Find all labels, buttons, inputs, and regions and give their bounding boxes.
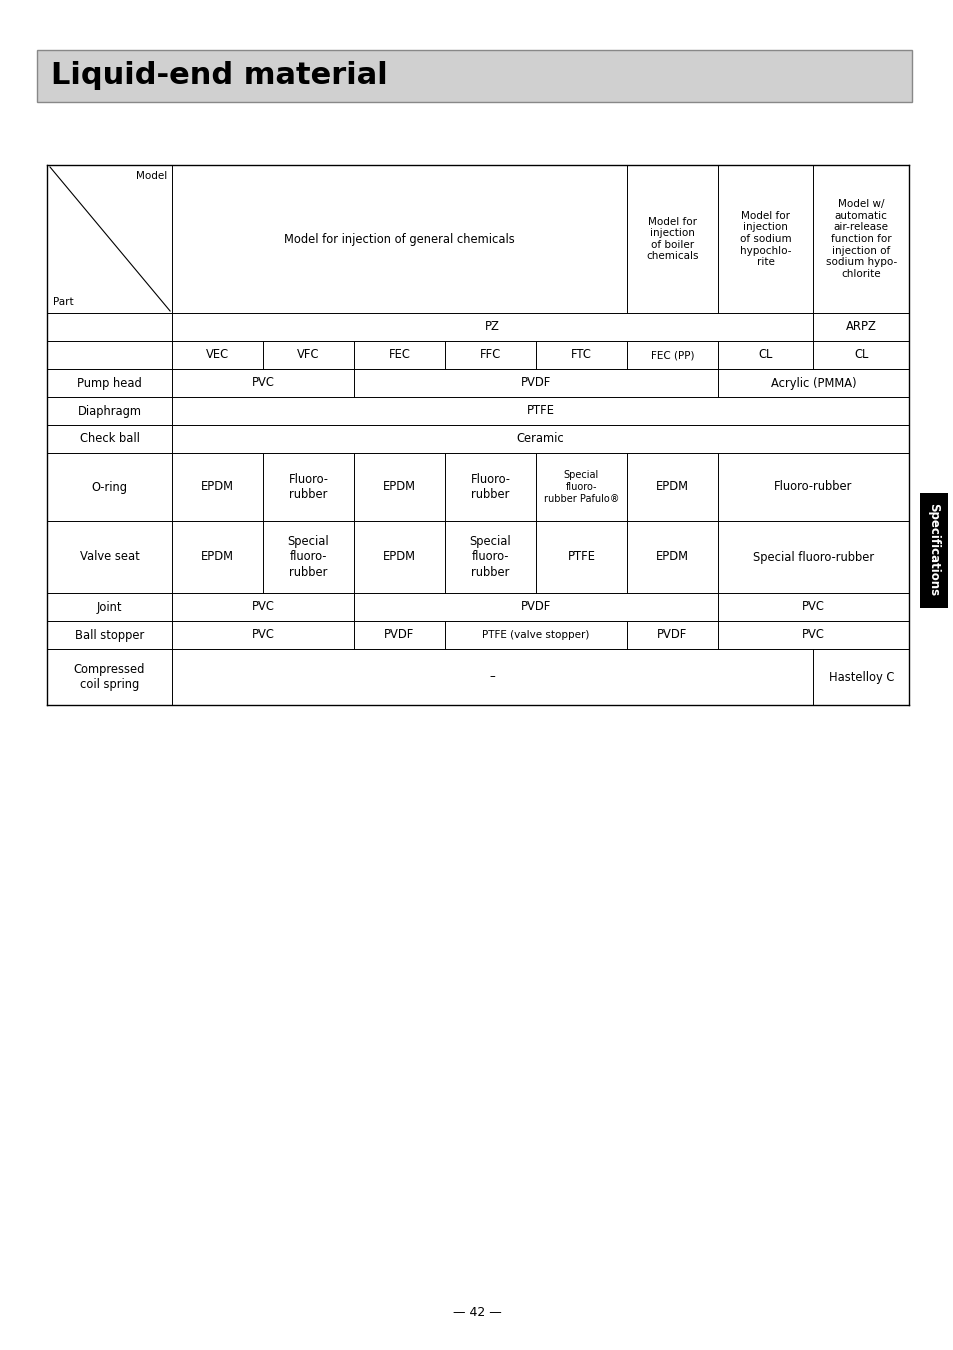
Text: Ball stopper: Ball stopper (75, 629, 144, 641)
Text: PTFE (valve stopper): PTFE (valve stopper) (482, 630, 589, 640)
Text: Check ball: Check ball (79, 432, 139, 446)
Text: Liquid-end material: Liquid-end material (51, 62, 387, 90)
Text: Special
fluoro-
rubber: Special fluoro- rubber (469, 536, 511, 579)
Text: PTFE: PTFE (567, 551, 595, 563)
Text: PVC: PVC (252, 377, 274, 390)
Text: PVC: PVC (252, 601, 274, 613)
Text: PZ: PZ (485, 320, 499, 333)
Text: Specifications: Specifications (926, 504, 940, 597)
Text: Special
fluoro-
rubber Pafulo®: Special fluoro- rubber Pafulo® (543, 470, 618, 504)
Text: Special fluoro-rubber: Special fluoro-rubber (752, 551, 873, 563)
Text: FTC: FTC (571, 348, 591, 362)
Text: Valve seat: Valve seat (80, 551, 139, 563)
Text: Compressed
coil spring: Compressed coil spring (73, 663, 145, 691)
Text: Hastelloy C: Hastelloy C (828, 671, 893, 683)
Text: FFC: FFC (479, 348, 500, 362)
Text: PVDF: PVDF (520, 601, 551, 613)
Text: Model w/
automatic
air-release
function for
injection of
sodium hypo-
chlorite: Model w/ automatic air-release function … (824, 200, 896, 279)
Text: CL: CL (758, 348, 772, 362)
Text: –: – (490, 671, 496, 683)
Text: Model for
injection
of sodium
hypochlo-
rite: Model for injection of sodium hypochlo- … (740, 211, 791, 267)
Text: Model for injection of general chemicals: Model for injection of general chemicals (284, 232, 515, 246)
Text: Special
fluoro-
rubber: Special fluoro- rubber (288, 536, 329, 579)
Text: VEC: VEC (206, 348, 229, 362)
Text: Fluoro-rubber: Fluoro-rubber (774, 481, 852, 494)
Bar (37, 50, 911, 103)
Text: FEC (PP): FEC (PP) (650, 350, 694, 360)
Text: EPDM: EPDM (656, 551, 688, 563)
Text: FEC: FEC (388, 348, 410, 362)
Text: EPDM: EPDM (383, 551, 416, 563)
Text: PVDF: PVDF (657, 629, 687, 641)
Text: PVC: PVC (801, 629, 824, 641)
Text: CL: CL (853, 348, 867, 362)
Text: EPDM: EPDM (201, 551, 233, 563)
Text: EPDM: EPDM (656, 481, 688, 494)
Text: Fluoro-
rubber: Fluoro- rubber (288, 472, 328, 501)
Text: PVDF: PVDF (520, 377, 551, 390)
Text: PVC: PVC (801, 601, 824, 613)
Text: Joint: Joint (96, 601, 122, 613)
Text: Acrylic (PMMA): Acrylic (PMMA) (770, 377, 856, 390)
Text: — 42 —: — 42 — (452, 1305, 501, 1319)
Text: Pump head: Pump head (77, 377, 142, 390)
Text: EPDM: EPDM (201, 481, 233, 494)
Text: EPDM: EPDM (383, 481, 416, 494)
Text: Ceramic: Ceramic (517, 432, 564, 446)
Text: PVC: PVC (252, 629, 274, 641)
Text: Part: Part (53, 297, 73, 306)
Text: PVDF: PVDF (384, 629, 415, 641)
Text: ARPZ: ARPZ (845, 320, 876, 333)
Text: Model: Model (135, 171, 167, 181)
Text: O-ring: O-ring (91, 481, 128, 494)
Text: Model for
injection
of boiler
chemicals: Model for injection of boiler chemicals (645, 216, 698, 262)
Text: VFC: VFC (297, 348, 319, 362)
Bar (919, 493, 947, 608)
Text: Fluoro-
rubber: Fluoro- rubber (470, 472, 510, 501)
Text: PTFE: PTFE (526, 405, 554, 417)
Text: Diaphragm: Diaphragm (77, 405, 141, 417)
